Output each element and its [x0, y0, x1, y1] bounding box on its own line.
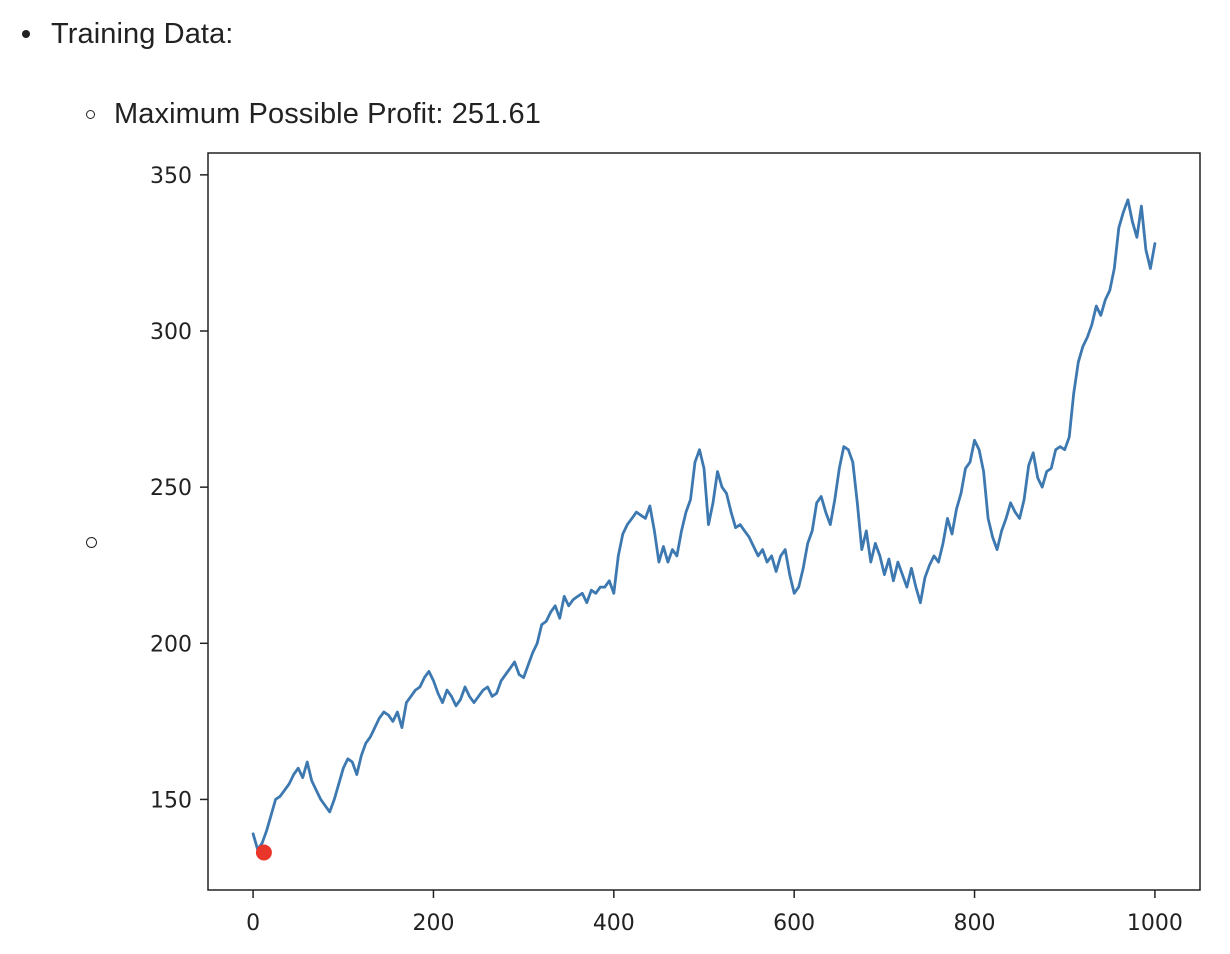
- y-tick-label: 350: [150, 164, 192, 189]
- bullet-circle-icon: [86, 109, 95, 119]
- x-tick-label: 800: [954, 911, 996, 936]
- y-tick-label: 300: [150, 320, 192, 345]
- list-item-training-data: Training Data:: [22, 12, 233, 56]
- y-tick-label: 150: [150, 788, 192, 813]
- training-data-label: Training Data:: [51, 17, 234, 50]
- list-item-max-profit: Maximum Possible Profit: 251.61: [86, 92, 541, 136]
- bullet-circle-icon: [86, 537, 97, 548]
- x-tick-label: 0: [246, 911, 260, 936]
- max-profit-label: Maximum Possible Profit: 251.61: [114, 97, 541, 130]
- x-tick-label: 1000: [1127, 911, 1183, 936]
- x-tick-label: 600: [773, 911, 815, 936]
- plot-frame: [207, 152, 1201, 891]
- x-tick-label: 200: [412, 911, 454, 936]
- y-tick-label: 250: [150, 476, 192, 501]
- x-tick-label: 400: [593, 911, 635, 936]
- bullet-disc-icon: [22, 30, 30, 38]
- series-line: [251, 198, 1157, 851]
- start-marker-point: [255, 844, 272, 861]
- y-tick-label: 200: [150, 632, 192, 657]
- axis-ticks: 0 200 400 600 800 1000 150 200 250 300 350: [150, 164, 1183, 936]
